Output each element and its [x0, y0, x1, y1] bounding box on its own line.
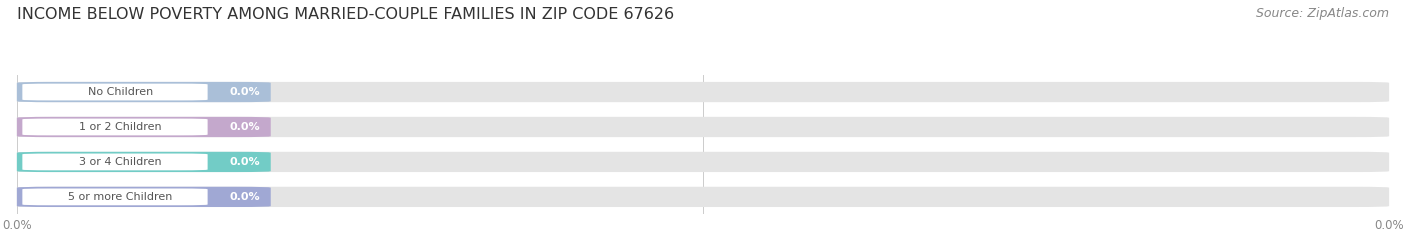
FancyBboxPatch shape — [22, 188, 208, 205]
FancyBboxPatch shape — [17, 187, 271, 207]
Text: 0.0%: 0.0% — [229, 157, 260, 167]
FancyBboxPatch shape — [22, 84, 208, 100]
Text: Source: ZipAtlas.com: Source: ZipAtlas.com — [1256, 7, 1389, 20]
Text: No Children: No Children — [87, 87, 153, 97]
FancyBboxPatch shape — [22, 119, 208, 135]
FancyBboxPatch shape — [17, 117, 1389, 137]
FancyBboxPatch shape — [17, 82, 271, 102]
Text: INCOME BELOW POVERTY AMONG MARRIED-COUPLE FAMILIES IN ZIP CODE 67626: INCOME BELOW POVERTY AMONG MARRIED-COUPL… — [17, 7, 673, 22]
FancyBboxPatch shape — [17, 82, 1389, 102]
FancyBboxPatch shape — [17, 187, 1389, 207]
FancyBboxPatch shape — [22, 154, 208, 170]
Text: 0.0%: 0.0% — [229, 192, 260, 202]
FancyBboxPatch shape — [17, 152, 271, 172]
Text: 0.0%: 0.0% — [229, 87, 260, 97]
FancyBboxPatch shape — [17, 117, 271, 137]
Text: 0.0%: 0.0% — [229, 122, 260, 132]
Text: 3 or 4 Children: 3 or 4 Children — [79, 157, 162, 167]
Text: 5 or more Children: 5 or more Children — [69, 192, 173, 202]
Text: 1 or 2 Children: 1 or 2 Children — [79, 122, 162, 132]
FancyBboxPatch shape — [17, 152, 1389, 172]
